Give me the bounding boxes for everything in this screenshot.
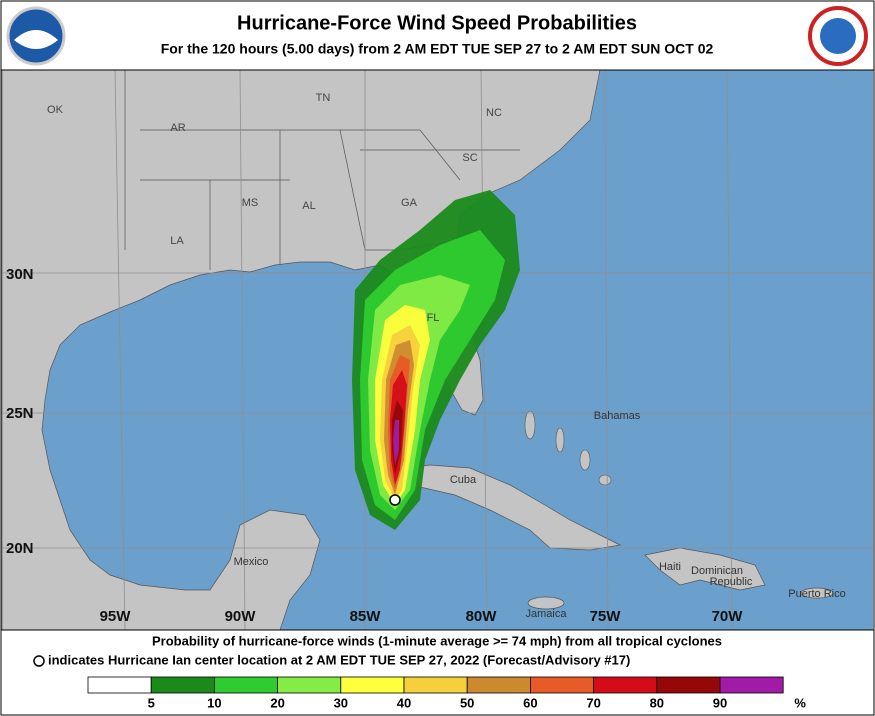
probability-contours [352,190,520,530]
lon-label: 95W [100,608,132,625]
state-label: MS [242,197,259,209]
title: Hurricane-Force Wind Speed Probabilities [237,12,637,34]
lon-label: 80W [466,608,498,625]
legend-swatch [719,676,784,694]
legend-swatch [593,676,658,694]
legend-label: 90 [713,695,727,710]
lon-label: 75W [590,608,622,625]
legend-swatch [403,676,468,694]
legend-label: 5 [148,695,155,710]
place-label: Republic [710,576,753,588]
legend-label: 60 [523,695,537,710]
footer: Probability of hurricane-force winds (1-… [33,633,722,667]
cuba [369,464,622,551]
lat-label: 25N [6,405,34,422]
legend-label: 50 [460,695,474,710]
place-label: Dominican [691,565,743,577]
state-borders [124,70,520,270]
legend-label: 20 [270,695,284,710]
legend-swatch [340,676,405,694]
lat-label: 30N [6,266,34,283]
header: Hurricane-Force Wind Speed Probabilities… [6,6,868,66]
legend: 5 10 20 30 40 50 60 70 80 90% [87,676,806,710]
place-label: Cuba [450,474,477,486]
legend-swatch [656,676,721,694]
state-label: NC [486,107,502,119]
place-label: Mexico [234,556,269,568]
place-label: Haiti [659,561,681,573]
noaa-logo-bird [14,30,58,49]
footer-line: Probability of hurricane-force winds (1-… [152,633,722,648]
place-label: Puerto Rico [788,588,845,600]
lon-label: 70W [712,608,744,625]
lon-label: 85W [350,608,382,625]
state-label: LA [170,235,184,247]
legend-swatch [87,676,152,694]
nws-logo-center [820,18,856,54]
center-symbol [33,655,45,667]
storm-center [389,494,401,506]
legend-unit: % [794,695,806,710]
lat-label: 20N [6,540,34,557]
legend-swatch [530,676,595,694]
subtitle: For the 120 hours (5.00 days) from 2 AM … [161,41,714,57]
legend-swatch [213,676,278,694]
bahamas [524,410,612,486]
state-label: OK [47,104,64,116]
state-label: AL [302,200,315,212]
legend-label: 10 [207,695,221,710]
legend-swatch [466,676,531,694]
place-label: Bahamas [594,410,641,422]
legend-swatch [277,676,342,694]
state-label: GA [401,197,418,209]
legend-swatch [150,676,215,694]
legend-label: 30 [334,695,348,710]
legend-label: 40 [397,695,411,710]
state-label: SC [462,152,477,164]
hispaniola [644,547,766,591]
legend-label: 80 [650,695,664,710]
lon-label: 90W [225,608,257,625]
puerto-rico [800,587,834,599]
place-label: Jamaica [526,608,568,620]
state-label: AR [170,122,185,134]
footer-line: indicates Hurricane Ian center location … [48,652,630,667]
state-label: TN [316,92,331,104]
legend-label: 70 [586,695,600,710]
jamaica [527,596,565,610]
map: OK AR TN NC SC MS AL GA LA FL Bahamas Cu… [1,69,873,631]
probability-area [393,420,399,465]
state-label: FL [427,312,440,324]
